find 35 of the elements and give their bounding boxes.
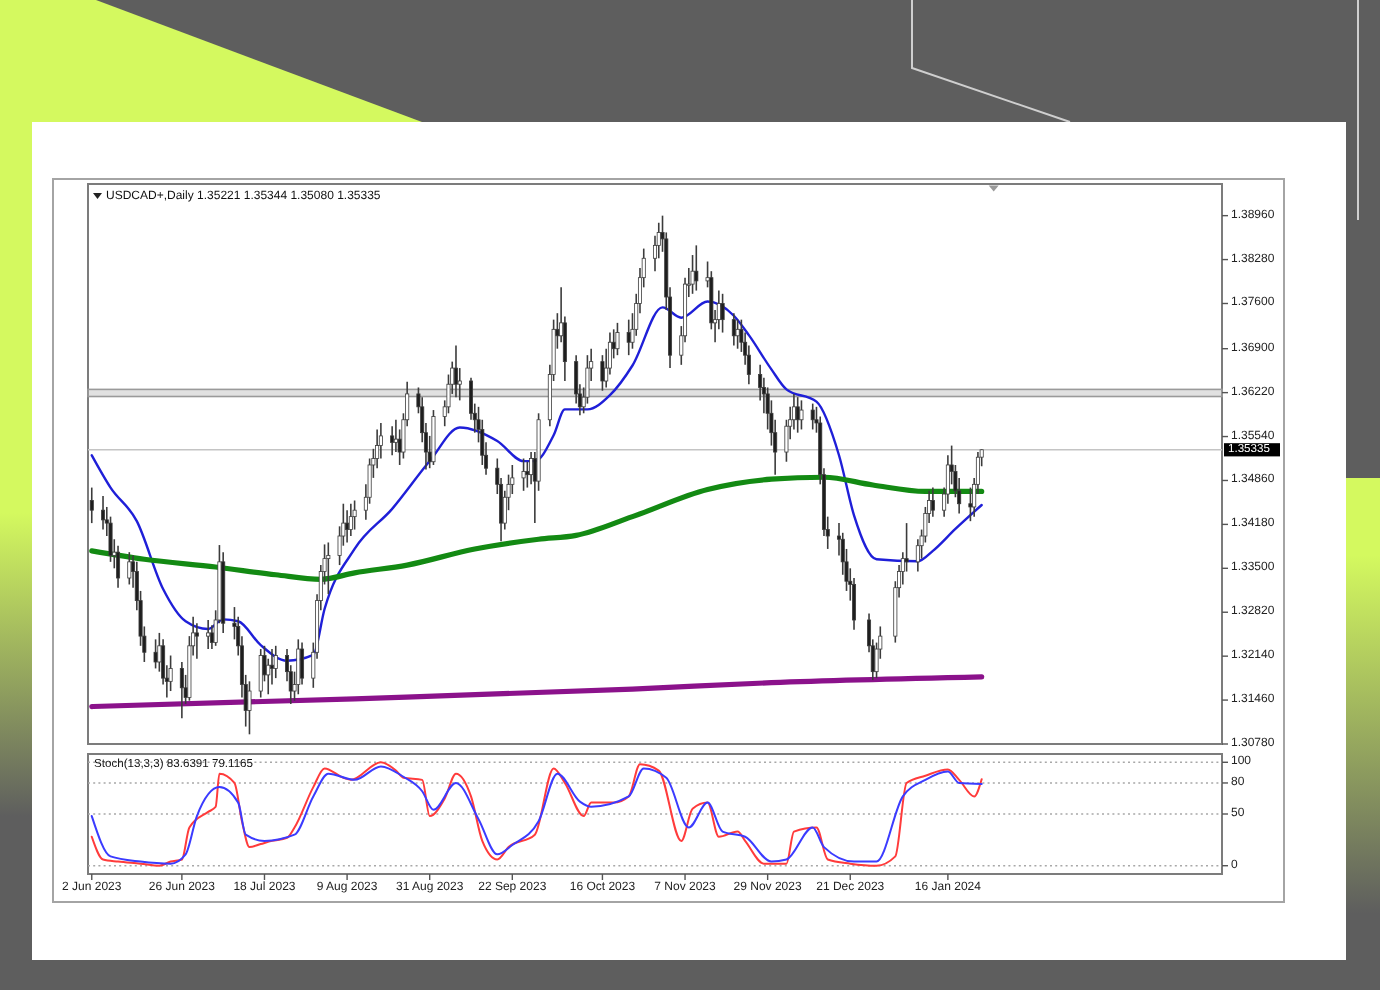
candlestick	[968, 486, 973, 522]
candlestick	[626, 318, 631, 356]
candlestick	[615, 322, 620, 356]
candlestick	[795, 396, 800, 434]
candlestick	[915, 538, 920, 573]
candlestick	[296, 638, 301, 696]
candlestick	[525, 460, 530, 489]
candlestick	[720, 293, 725, 334]
candlestick	[348, 502, 353, 537]
candlestick	[326, 541, 331, 595]
candlestick	[694, 244, 699, 292]
candlestick	[930, 486, 935, 518]
candlestick	[247, 680, 252, 736]
candlestick	[431, 409, 436, 466]
candlestick	[521, 457, 526, 492]
candlestick	[153, 638, 158, 670]
candlestick	[108, 515, 113, 563]
candlestick	[799, 399, 804, 431]
line-series	[89, 674, 985, 710]
candlestick	[116, 544, 121, 589]
candlestick	[300, 641, 305, 686]
candlestick	[735, 318, 740, 350]
candlestick	[258, 648, 263, 699]
candlestick	[378, 422, 383, 460]
candlestick	[731, 312, 736, 347]
candlestick	[273, 645, 278, 679]
candlestick	[390, 425, 395, 457]
candlestick	[810, 402, 815, 431]
candlestick	[194, 622, 199, 660]
candlestick	[206, 619, 211, 650]
candlestick	[585, 354, 590, 405]
candlestick	[345, 509, 350, 544]
candlestick	[352, 499, 357, 531]
candlestick	[89, 486, 94, 524]
candlestick	[101, 495, 106, 531]
